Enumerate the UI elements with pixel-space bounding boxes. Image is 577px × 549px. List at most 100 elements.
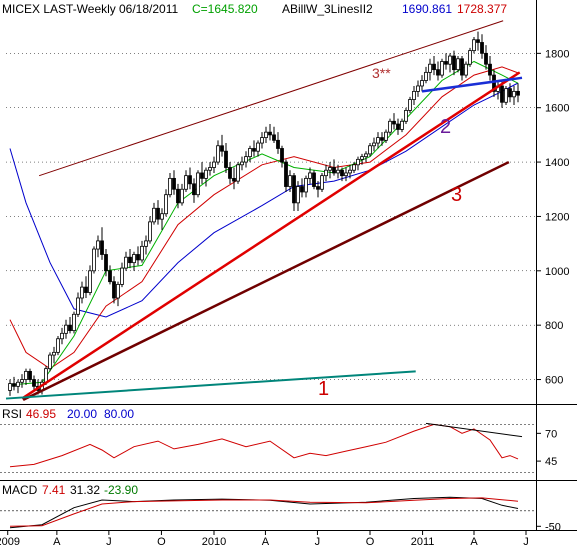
price-tick-label: 600 — [545, 375, 563, 387]
rsi-value: 46.95 — [26, 407, 56, 421]
candle-up — [76, 297, 80, 315]
candle-up — [20, 379, 24, 383]
candle-up — [464, 63, 468, 76]
candle-up — [124, 256, 128, 269]
candle-down — [480, 42, 484, 54]
candle-up — [304, 177, 308, 193]
annotation-2: 2 — [440, 116, 451, 138]
series-ma-mid — [9, 66, 519, 370]
candle-up — [132, 254, 136, 264]
annotation-3: 3 — [451, 184, 462, 206]
annotation-1: 1 — [318, 378, 329, 400]
candle-down — [476, 39, 480, 43]
candle-up — [88, 270, 92, 293]
x-tick-label: 2011 — [411, 536, 435, 548]
candle-up — [400, 120, 404, 130]
price-tick-label: 1400 — [545, 157, 569, 169]
value-red-label: 1728.377 — [457, 2, 507, 16]
value-blue-label: 1690.861 — [402, 2, 452, 16]
x-tick-label: A — [53, 536, 61, 548]
rsi-header: RSI 46.95 20.00 80.00 — [2, 407, 134, 421]
candle-down — [108, 270, 112, 283]
x-tick-label: A — [262, 536, 270, 548]
candle-up — [408, 99, 412, 111]
rsi-lines — [9, 422, 523, 468]
macd-label: MACD — [2, 483, 38, 497]
candle-up — [8, 383, 12, 391]
x-tick-label: O — [157, 536, 166, 548]
candle-down — [200, 172, 204, 179]
x-tick-label: 2010 — [202, 536, 226, 548]
candle-down — [340, 169, 344, 177]
rsi-level-lines — [0, 424, 536, 473]
candle-up — [384, 131, 388, 141]
candle-up — [472, 39, 476, 52]
price-tick-label: 1000 — [545, 266, 569, 278]
candle-up — [140, 245, 144, 261]
rsi-level-low: 20.00 — [67, 407, 97, 421]
x-tick-label: J — [106, 536, 112, 548]
candle-down — [444, 61, 448, 65]
x-axis: 2009 A J O 2010 A J O 2011 A J — [0, 531, 529, 548]
candle-down — [516, 90, 520, 96]
candle-up — [356, 158, 360, 166]
candle-down — [32, 379, 36, 387]
candle-up — [416, 85, 420, 92]
candle-down — [484, 52, 488, 65]
candle-up — [440, 61, 444, 76]
candle-up — [256, 142, 260, 152]
macd-lines — [0, 496, 536, 529]
trendline-rsi-divergence — [425, 422, 523, 438]
candle-up — [412, 90, 416, 100]
candle-up — [512, 90, 516, 98]
candle-down — [268, 131, 272, 136]
candle-up — [148, 221, 152, 242]
candle-up — [364, 153, 368, 158]
candle-down — [252, 148, 256, 152]
trendline-trend-2-red — [21, 71, 521, 400]
price-tick-label: 800 — [545, 320, 563, 332]
candle-up — [260, 137, 264, 144]
panel-frames — [0, 0, 577, 531]
candle-down — [488, 63, 492, 76]
candle-up — [360, 156, 364, 160]
trendline-trend-1-teal — [5, 370, 416, 400]
candle-up — [404, 110, 408, 122]
macd-tick-label: -50 — [545, 521, 561, 533]
candle-up — [208, 167, 212, 171]
candle-up — [164, 194, 168, 215]
candle-down — [100, 240, 104, 255]
price-axis-ticks: 600 800 1000 1200 1400 1600 1800 — [536, 48, 569, 387]
candle-up — [424, 71, 428, 81]
candle-up — [160, 213, 164, 220]
macd-header: MACD 7.41 31.32 -23.90 — [2, 483, 138, 497]
candle-up — [152, 207, 156, 223]
candle-up — [96, 240, 100, 250]
candle-up — [120, 267, 124, 285]
candle-up — [92, 248, 96, 272]
candle-up — [24, 370, 28, 380]
candle-up — [388, 120, 392, 133]
candle-down — [300, 186, 304, 193]
candle-down — [284, 161, 288, 187]
candle-up — [168, 177, 172, 196]
candle-up — [288, 175, 292, 187]
candle-down — [460, 58, 464, 76]
candle-up — [216, 145, 220, 163]
candle-up — [324, 169, 328, 177]
candle-down — [176, 188, 180, 204]
candle-up — [448, 55, 452, 65]
trendline-channel — [38, 20, 504, 177]
candle-down — [68, 324, 72, 332]
trendline-trend-blue — [421, 76, 523, 93]
symbol-label: MICEX LAST-Weekly — [2, 2, 116, 16]
candle-up — [352, 164, 356, 171]
date-label: 06/18/2011 — [119, 2, 178, 16]
candle-up — [244, 156, 248, 163]
candle-up — [420, 80, 424, 87]
series-signal — [9, 497, 519, 527]
candle-down — [232, 177, 236, 182]
candle-up — [212, 161, 216, 168]
